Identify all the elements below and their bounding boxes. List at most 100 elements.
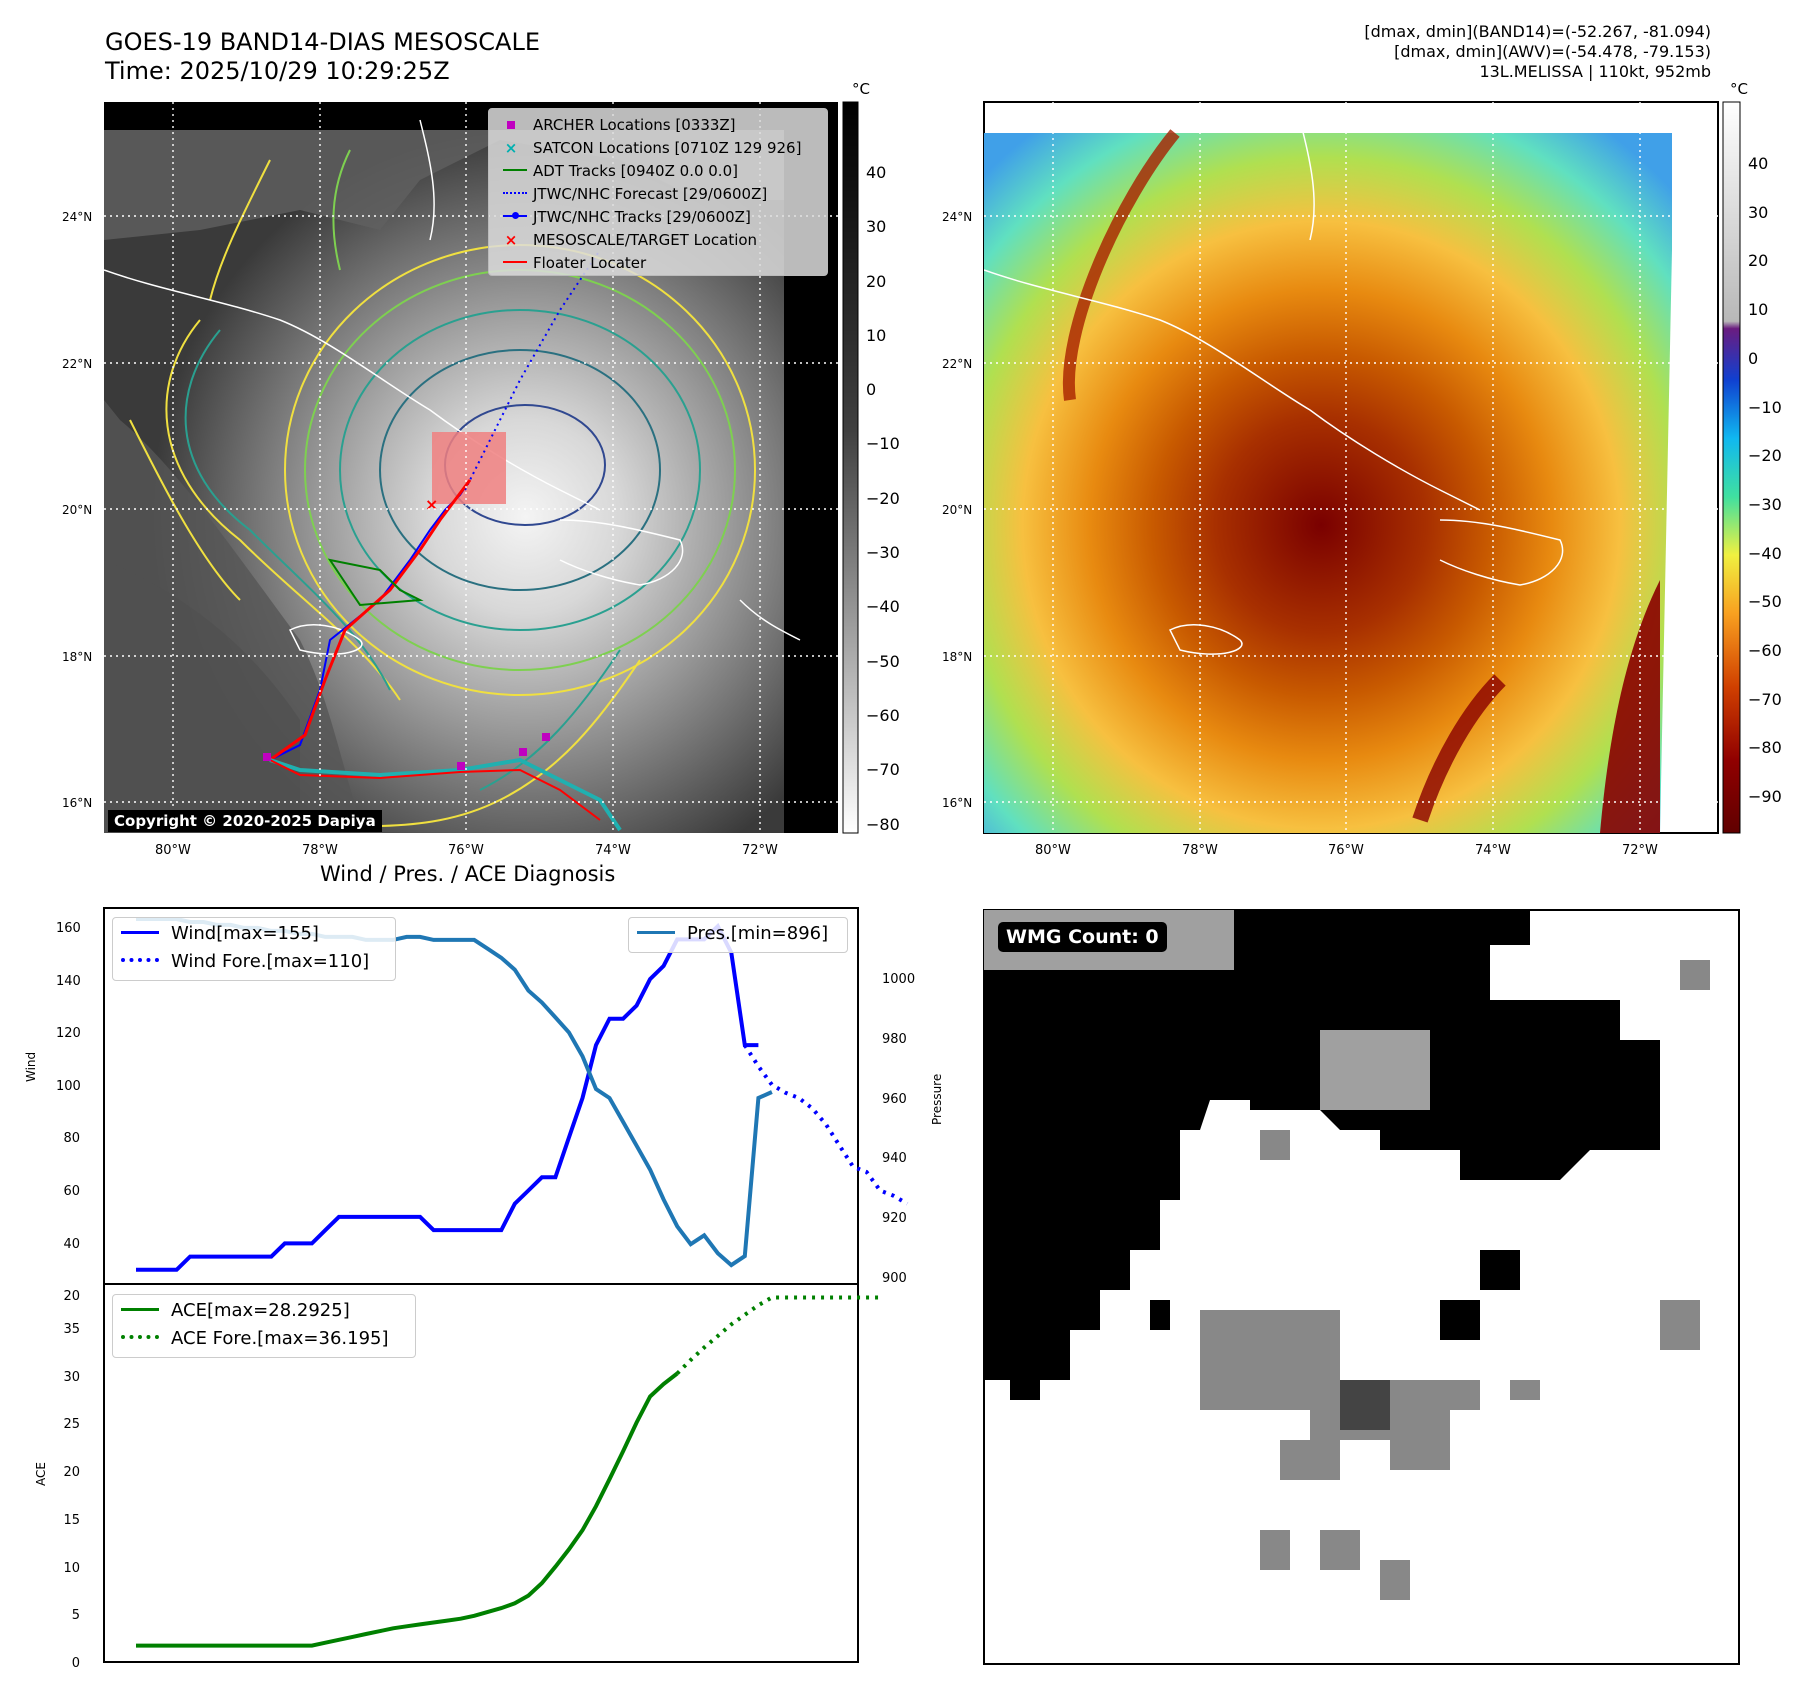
color-cb-tick: −40	[1748, 543, 1782, 563]
wmg-panel	[983, 909, 1740, 1665]
pressure-y-ticks: 1000 980 960 940 920 900	[882, 950, 915, 1309]
ir-cb-tick: −20	[866, 488, 900, 508]
wind-tick: 140	[56, 973, 81, 989]
pressure-tick: 960	[882, 1091, 907, 1107]
wind-tick: 80	[63, 1131, 80, 1147]
ace-tick: 5	[71, 1608, 80, 1624]
diagnosis-title: Wind / Pres. / ACE Diagnosis	[320, 862, 616, 886]
color-grid	[984, 102, 1718, 833]
ace-legend: ACE[max=28.2925] ACE Fore.[max=36.195]	[112, 1294, 416, 1358]
wind-tick: 160	[56, 921, 81, 936]
color-lon-label-80: 80°W	[1035, 843, 1071, 858]
color-cb-tick: −50	[1748, 592, 1782, 612]
legend-item: Floater Locater	[503, 252, 801, 275]
color-cb-tick: −90	[1748, 787, 1782, 807]
ir-cb-tick: −70	[866, 760, 900, 780]
line-icon	[637, 931, 675, 934]
figure-stats: [dmax, dmin](BAND14)=(-52.267, -81.094)[…	[1364, 22, 1711, 82]
line-dot-icon	[503, 212, 527, 219]
color-cb-tick: −80	[1748, 738, 1782, 758]
ir-cb-tick: −60	[866, 705, 900, 725]
wind-y-ticks: 160 140 120 100 80 60 40 20	[56, 903, 81, 1324]
legend-item: ARCHER Locations [0333Z]	[503, 114, 801, 137]
legend-item: ACE[max=28.2925]	[113, 1295, 415, 1325]
wmg-count-badge: WMG Count: 0	[998, 922, 1167, 952]
color-cb-tick: −70	[1748, 689, 1782, 709]
line-icon	[503, 169, 527, 171]
ir-colorbar-ticks: 40 30 20 10 0 −10 −20 −30 −40 −50 −60 −7…	[866, 146, 900, 852]
ir-cb-tick: −10	[866, 434, 900, 454]
ir-cb-tick: −50	[866, 651, 900, 671]
color-lon-label-78: 78°W	[1182, 843, 1218, 858]
ir-lat-label-22: 22°N	[62, 357, 93, 371]
ir-lat-label-18: 18°N	[62, 650, 93, 664]
ir-lon-label-74: 74°W	[595, 843, 631, 858]
legend-label: MESOSCALE/TARGET Location	[533, 231, 758, 249]
ir-cb-tick: −30	[866, 543, 900, 563]
ace-tick: 35	[63, 1322, 80, 1337]
color-satellite-image	[984, 133, 1672, 833]
ir-cb-tick: 20	[866, 271, 887, 291]
pressure-tick: 900	[882, 1270, 907, 1286]
ir-legend: ARCHER Locations [0333Z] × SATCON Locatio…	[488, 108, 828, 276]
legend-label: ACE Fore.[max=36.195]	[171, 1328, 389, 1349]
ir-cb-tick: −80	[866, 814, 900, 834]
legend-item: Wind[max=155]	[113, 918, 395, 948]
ace-y-ticks: 35 30 25 20 15 10 5 0	[56, 1306, 80, 1688]
ace-tick: 25	[63, 1417, 80, 1433]
ace-tick: 30	[63, 1369, 80, 1385]
line-icon	[121, 1308, 159, 1311]
color-cb-tick: 20	[1748, 251, 1769, 271]
ir-lat-label-20: 20°N	[62, 503, 93, 517]
ir-colorbar	[842, 101, 859, 834]
legend-item: Pres.[min=896]	[629, 918, 847, 949]
pressure-tick: 940	[882, 1151, 907, 1167]
color-lon-label-74: 74°W	[1475, 843, 1511, 858]
legend-label: SATCON Locations [0710Z 129 926]	[533, 139, 802, 157]
ir-cb-tick: 30	[866, 217, 887, 237]
ir-lat-label-24: 24°N	[62, 210, 93, 224]
dotted-line-icon	[121, 958, 159, 962]
floater-box	[432, 432, 506, 504]
color-lon-label-72: 72°W	[1622, 843, 1658, 858]
color-cb-tick: 30	[1748, 202, 1769, 222]
legend-label: ARCHER Locations [0333Z]	[533, 116, 736, 134]
cross-marker-icon: ×	[504, 139, 518, 157]
legend-label: Wind[max=155]	[171, 923, 319, 944]
color-cb-tick: −60	[1748, 641, 1782, 661]
color-cb-tick: −30	[1748, 494, 1782, 514]
color-lat-label-22: 22°N	[942, 357, 973, 371]
color-cb-tick: −20	[1748, 446, 1782, 466]
wind-tick: 100	[56, 1078, 81, 1094]
ir-satellite-image: ×	[104, 119, 801, 833]
legend-item: × SATCON Locations [0710Z 129 926]	[503, 137, 802, 160]
color-lat-label-18: 18°N	[942, 650, 973, 664]
ir-cb-tick: 10	[866, 325, 887, 345]
color-lat-label-24: 24°N	[942, 210, 973, 224]
ir-colorbar-unit: °C	[852, 80, 870, 98]
ir-cb-tick: 40	[866, 163, 887, 182]
ir-lon-label-80: 80°W	[155, 843, 191, 858]
legend-item: JTWC/NHC Forecast [29/0600Z]	[503, 183, 801, 206]
color-lat-label-16: 16°N	[942, 796, 973, 810]
line-icon	[503, 261, 527, 263]
ir-lon-label-72: 72°W	[742, 843, 778, 858]
pressure-tick: 980	[882, 1031, 907, 1047]
wind-legend: Wind[max=155] Wind Fore.[max=110]	[112, 917, 396, 981]
ace-tick: 15	[63, 1512, 80, 1528]
stats-line-2: [dmax, dmin](AWV)=(-54.478, -79.153)	[1394, 42, 1711, 61]
legend-label: Floater Locater	[533, 254, 647, 272]
legend-label: JTWC/NHC Tracks [29/0600Z]	[533, 208, 751, 226]
legend-label: Pres.[min=896]	[687, 923, 829, 944]
figure-title: GOES-19 BAND14-DIAS MESOSCALE Time: 2025/…	[105, 28, 540, 86]
series-line-ace-forecast	[675, 1295, 881, 1375]
pressure-tick: 1000	[882, 972, 916, 987]
wind-tick: 20	[63, 1289, 80, 1305]
legend-item: × MESOSCALE/TARGET Location	[503, 229, 801, 252]
copyright-badge: Copyright © 2020-2025 Dapiya	[108, 810, 382, 832]
legend-item: JTWC/NHC Tracks [29/0600Z]	[503, 206, 801, 229]
line-icon	[121, 931, 159, 934]
ace-axis-label: ACE	[34, 1462, 48, 1486]
ir-cb-tick: 0	[866, 380, 877, 400]
